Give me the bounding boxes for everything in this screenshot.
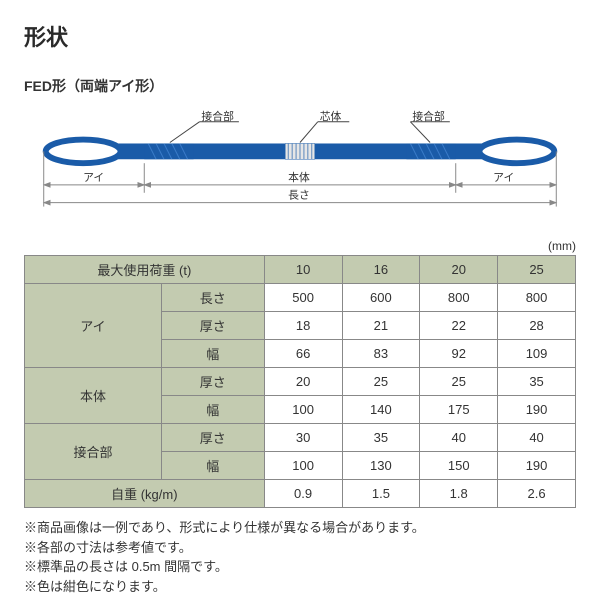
table-row: 自重 (kg/m)0.91.51.82.6 bbox=[25, 480, 576, 508]
spec-table: 最大使用荷重 (t)10162025アイ長さ500600800800厚さ1821… bbox=[24, 255, 576, 508]
cell: 800 bbox=[498, 284, 576, 312]
row-label: アイ bbox=[25, 284, 162, 368]
cell: 1.8 bbox=[420, 480, 498, 508]
cell: 30 bbox=[264, 424, 342, 452]
cell: 10 bbox=[264, 256, 342, 284]
cell: 500 bbox=[264, 284, 342, 312]
cell: 40 bbox=[420, 424, 498, 452]
cell: 21 bbox=[342, 312, 420, 340]
label-eye-right: アイ bbox=[493, 172, 514, 184]
page-title: 形状 bbox=[24, 20, 576, 52]
row-label: 本体 bbox=[25, 368, 162, 424]
table-row: 最大使用荷重 (t)10162025 bbox=[25, 256, 576, 284]
note-line: ※商品画像は一例であり、形式により仕様が異なる場合があります。 bbox=[24, 518, 576, 538]
cell: 83 bbox=[342, 340, 420, 368]
table-row: 本体厚さ20252535 bbox=[25, 368, 576, 396]
cell: 16 bbox=[342, 256, 420, 284]
cell: 130 bbox=[342, 452, 420, 480]
cell: 190 bbox=[498, 396, 576, 424]
unit-label: (mm) bbox=[24, 239, 576, 253]
cell: 18 bbox=[264, 312, 342, 340]
cell: 1.5 bbox=[342, 480, 420, 508]
row-sublabel: 厚さ bbox=[161, 312, 264, 340]
note-line: ※標準品の長さは 0.5m 間隔です。 bbox=[24, 557, 576, 577]
cell: 100 bbox=[264, 452, 342, 480]
cell: 0.9 bbox=[264, 480, 342, 508]
label-eye-left: アイ bbox=[83, 172, 104, 184]
row-label: 自重 (kg/m) bbox=[25, 480, 265, 508]
cell: 66 bbox=[264, 340, 342, 368]
row-sublabel: 幅 bbox=[161, 340, 264, 368]
cell: 140 bbox=[342, 396, 420, 424]
note-line: ※色は紺色になります。 bbox=[24, 577, 576, 597]
cell: 22 bbox=[420, 312, 498, 340]
cell: 25 bbox=[498, 256, 576, 284]
cell: 109 bbox=[498, 340, 576, 368]
cell: 25 bbox=[420, 368, 498, 396]
table-row: アイ長さ500600800800 bbox=[25, 284, 576, 312]
label-length: 長さ bbox=[288, 189, 310, 202]
label-joint-left: 接合部 bbox=[201, 109, 234, 123]
label-joint-right: 接合部 bbox=[412, 109, 445, 123]
cell: 190 bbox=[498, 452, 576, 480]
label-body: 本体 bbox=[288, 170, 310, 184]
cell: 28 bbox=[498, 312, 576, 340]
table-row: 接合部厚さ30354040 bbox=[25, 424, 576, 452]
cell: 40 bbox=[498, 424, 576, 452]
cell: 150 bbox=[420, 452, 498, 480]
cell: 25 bbox=[342, 368, 420, 396]
row-sublabel: 厚さ bbox=[161, 368, 264, 396]
row-label: 最大使用荷重 (t) bbox=[25, 256, 265, 284]
subtitle: FED形（両端アイ形） bbox=[24, 76, 576, 96]
row-label: 接合部 bbox=[25, 424, 162, 480]
label-core: 芯体 bbox=[320, 109, 342, 123]
cell: 35 bbox=[498, 368, 576, 396]
cell: 600 bbox=[342, 284, 420, 312]
cell: 800 bbox=[420, 284, 498, 312]
row-sublabel: 長さ bbox=[161, 284, 264, 312]
row-sublabel: 幅 bbox=[161, 396, 264, 424]
cell: 20 bbox=[420, 256, 498, 284]
cell: 92 bbox=[420, 340, 498, 368]
cell: 20 bbox=[264, 368, 342, 396]
cell: 2.6 bbox=[498, 480, 576, 508]
row-sublabel: 厚さ bbox=[161, 424, 264, 452]
cell: 35 bbox=[342, 424, 420, 452]
note-line: ※各部の寸法は参考値です。 bbox=[24, 538, 576, 558]
cell: 175 bbox=[420, 396, 498, 424]
row-sublabel: 幅 bbox=[161, 452, 264, 480]
shape-diagram: 接合部 芯体 接合部 本体 アイ アイ 長さ bbox=[24, 108, 576, 226]
notes: ※商品画像は一例であり、形式により仕様が異なる場合があります。※各部の寸法は参考… bbox=[24, 518, 576, 596]
cell: 100 bbox=[264, 396, 342, 424]
